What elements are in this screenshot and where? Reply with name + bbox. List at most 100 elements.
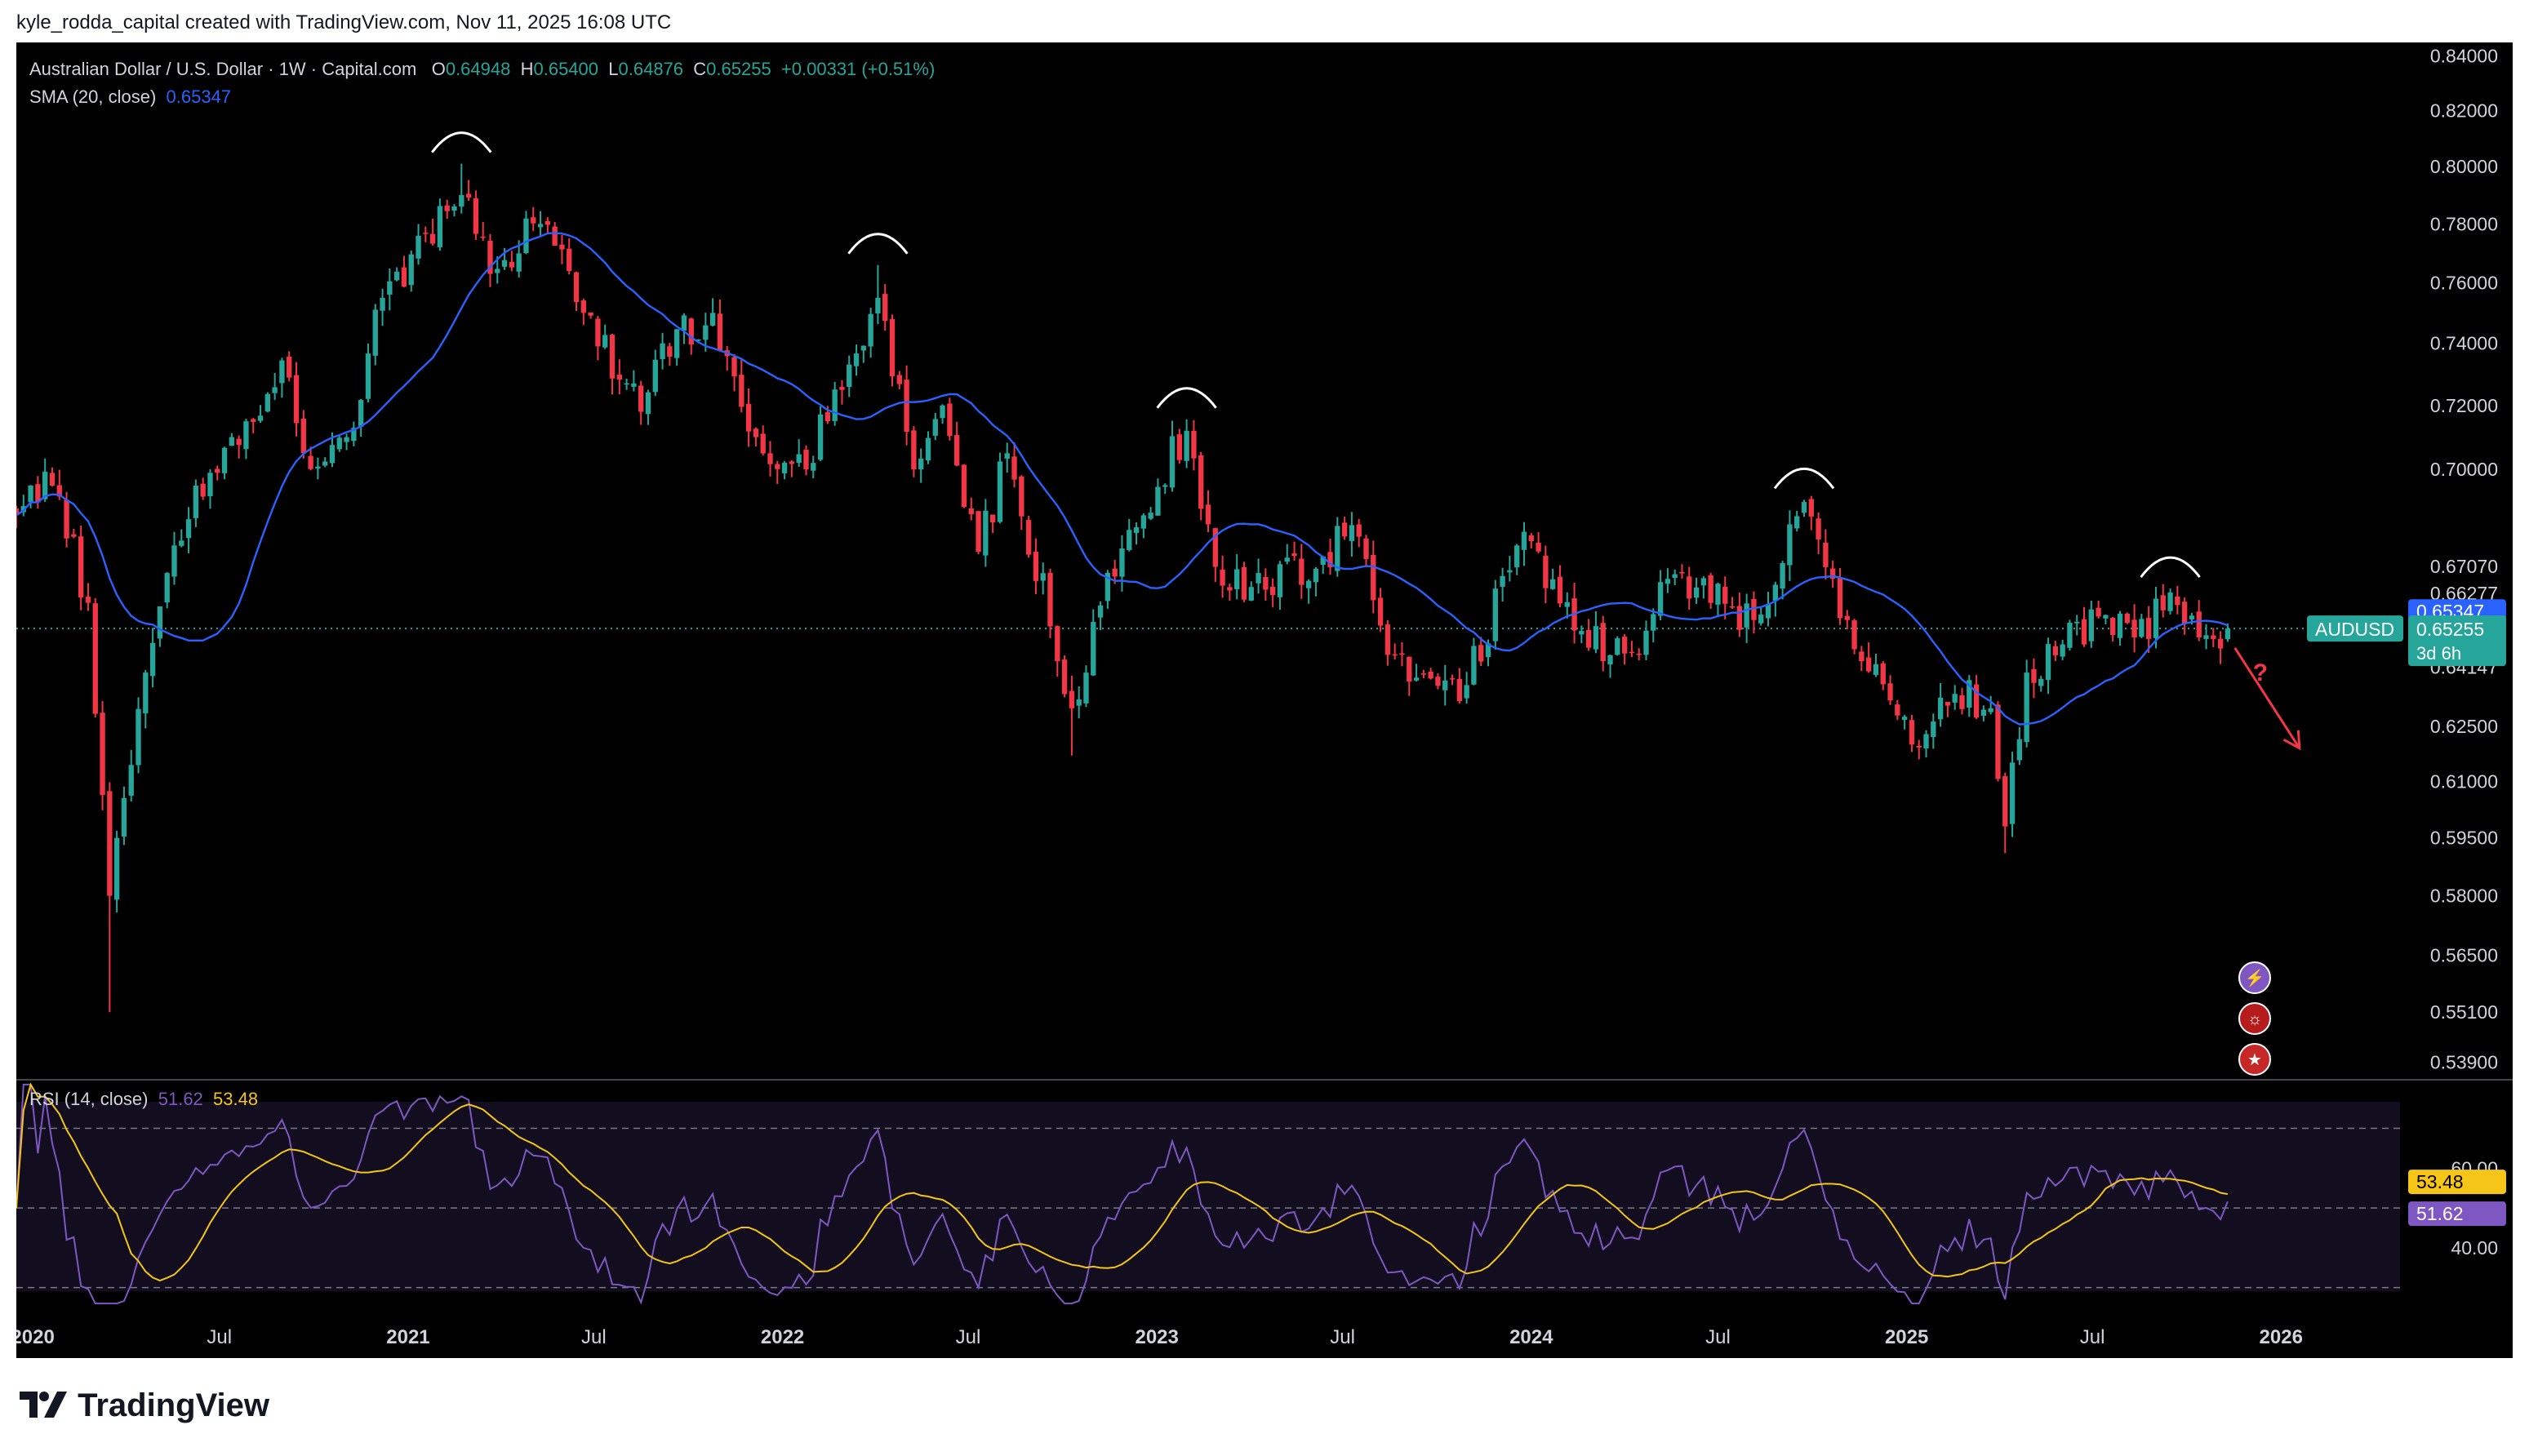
candle [1851,619,1857,655]
candle [1428,668,1433,680]
low-value: 0.64876 [618,59,684,79]
candle [925,431,931,464]
candle [1564,592,1570,619]
symbol-legend[interactable]: Australian Dollar / U.S. Dollar · 1W · C… [29,59,935,80]
candle-body [1507,570,1513,573]
candle-body [2045,644,2051,681]
candle [1104,570,1111,609]
candle [2131,604,2137,653]
candle [78,525,84,610]
candle [42,458,48,502]
candle [904,365,909,446]
price-axis[interactable]: 0.84000 0.82000 0.80000 0.78000 0.76000 0.740… [2430,45,2498,1072]
candle-body [1198,455,1204,509]
annotations-group: ? [431,131,2301,751]
candle-body [1823,542,1829,567]
candle-body [2124,613,2130,624]
candle [1363,535,1369,567]
candle [1887,675,1893,705]
candle [495,256,500,284]
candle-body [1722,586,1728,604]
candle-body [745,403,752,432]
peak-arc-annotation [1156,387,1217,409]
candle-body [968,508,974,514]
candle [853,344,860,376]
peak-arc-annotation [1773,468,1835,490]
candle-body [344,437,349,442]
candle [1083,665,1089,708]
candle [983,499,989,567]
candle-body [817,414,824,460]
candle-body [1909,720,1915,745]
price-pane[interactable]: ? 0.84000 0.82000 0.80000 0.78000 0.76000 0.7… [16,42,2513,1079]
chart-area[interactable]: ? 0.84000 0.82000 0.80000 0.78000 0.76000 0.7… [16,42,2513,1358]
candle-body [1320,556,1326,565]
rsi-pane[interactable]: 40.00 60.00 53.48 51.62 RSI (14, close) 51.… [16,1081,2513,1307]
sma-label: SMA (20, close) [29,87,157,107]
candle-body [408,254,414,286]
candle [1456,668,1462,704]
candle [1435,673,1441,690]
rsi-legend[interactable]: RSI (14, close) 51.62 53.48 [29,1089,258,1110]
candle [437,198,443,251]
pane-separator[interactable] [16,1079,2513,1081]
candle-body [185,519,192,539]
rsi-badge: 51.62 [2416,1203,2464,1224]
candle-body [1765,604,1771,619]
candle-body [731,357,737,377]
rsi-line [16,1083,2229,1305]
candle-body [1162,485,1168,487]
candle-body [811,463,816,471]
tradingview-logo[interactable]: TradingView [18,1387,269,1424]
candle-body [1995,704,2001,779]
candle-body [300,418,306,454]
candle [193,479,199,527]
australia-flag-icon[interactable]: ☼ [2238,1002,2271,1035]
candle [1895,699,1900,721]
candle-body [904,380,909,433]
candle [20,495,26,517]
candle-body [1428,671,1433,679]
candle-body [673,329,680,358]
candle [1047,568,1053,638]
usa-flag-icon[interactable]: ★ [2238,1043,2271,1076]
candle-body [1055,626,1060,662]
candle-body [781,462,788,473]
candle-body [1407,656,1412,681]
candle-body [1621,637,1628,654]
candle [1040,562,1046,595]
candle-body [2146,618,2152,639]
candle-body [1299,558,1305,585]
candle [1865,641,1872,673]
earnings-event-icon[interactable]: ⚡ [2238,961,2271,994]
candle-body [1471,646,1477,685]
candle [2167,588,2173,615]
candle-body [71,534,77,537]
candle [1967,675,1972,717]
candle-body [616,375,622,380]
candle [1722,576,1728,619]
candle [1923,730,1929,758]
candle-body [1859,651,1865,662]
candle [559,234,565,264]
candle [882,284,888,331]
candle-body [322,461,328,466]
candle [1787,510,1793,581]
price-chart-svg[interactable]: ? 0.84000 0.82000 0.80000 0.78000 0.76000 0.7… [16,42,2513,1079]
time-axis[interactable]: 2020 Jul 2021 Jul 2022 Jul 2023 Jul 2024 Jul 2025 J… [16,1316,2513,1358]
candle [1492,579,1498,650]
candle-body [645,392,651,415]
candle-body [1865,657,1872,672]
candle-body [1176,434,1182,460]
sma-legend[interactable]: SMA (20, close) 0.65347 [29,87,231,108]
candle-body [1019,476,1024,517]
candle-body [1794,516,1800,529]
candle-body [573,272,580,303]
candle-body [16,508,20,516]
candle [1830,560,1836,588]
candle-body [703,325,709,340]
candle-body [365,353,371,399]
candle [92,598,98,718]
candle [2052,641,2058,661]
